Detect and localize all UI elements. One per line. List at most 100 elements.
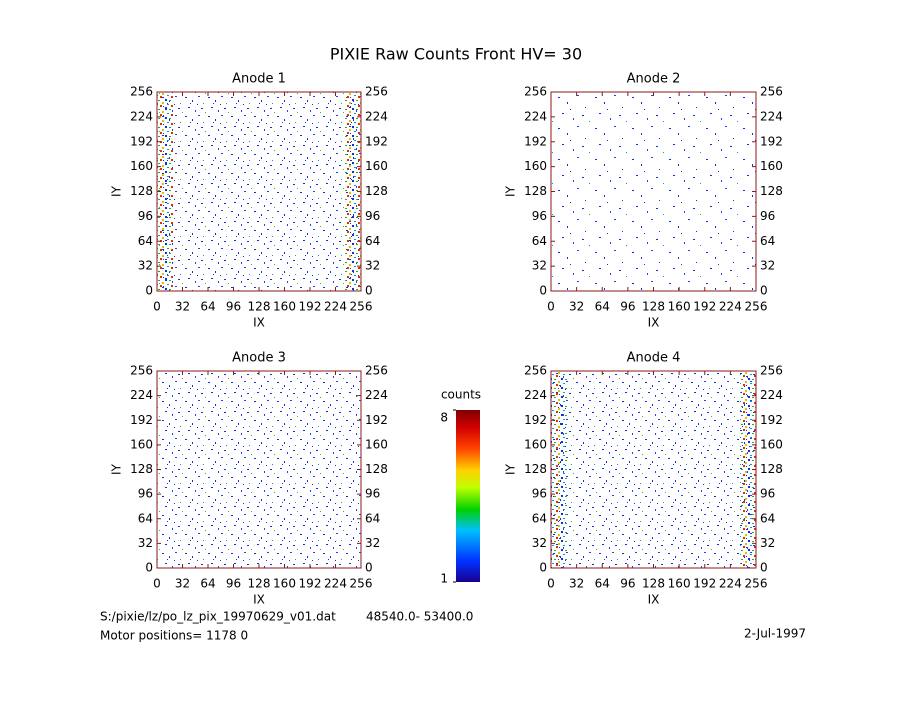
x-tick-label: 192 <box>693 577 716 591</box>
y-tick-label: 64 <box>532 511 547 525</box>
y-tick-label: 64 <box>532 234 547 248</box>
x-tick-label: 128 <box>248 577 271 591</box>
x-tick-label: 224 <box>719 577 742 591</box>
y-tick-label-right: 64 <box>760 234 775 248</box>
footer-file: S:/pixie/lz/po_lz_pix_19970629_v01.dat <box>100 610 336 624</box>
y-tick-label-right: 96 <box>760 487 775 501</box>
x-tick-label: 0 <box>153 300 161 314</box>
y-tick-label-right: 128 <box>365 462 388 476</box>
x-tick-label: 128 <box>642 300 665 314</box>
x-tick-label: 224 <box>324 300 347 314</box>
y-axis-label: IY <box>504 185 518 197</box>
y-tick-label: 0 <box>145 561 153 575</box>
y-axis-label: IY <box>504 463 518 475</box>
y-tick-label-right: 192 <box>365 134 388 148</box>
y-tick-label-right: 128 <box>365 184 388 198</box>
y-tick-label-right: 32 <box>365 536 380 550</box>
x-tick-label: 64 <box>200 577 215 591</box>
y-tick-label-right: 224 <box>760 109 783 123</box>
y-tick-label-right: 160 <box>760 437 783 451</box>
x-tick-label: 64 <box>595 577 610 591</box>
y-tick-label-right: 32 <box>365 259 380 273</box>
x-tick-label: 192 <box>693 300 716 314</box>
y-tick-label: 64 <box>138 511 153 525</box>
y-tick-label: 128 <box>524 462 547 476</box>
x-tick-label: 0 <box>153 577 161 591</box>
x-tick-label: 224 <box>719 300 742 314</box>
colorbar-tick-label: 8 <box>440 411 448 425</box>
y-tick-label: 256 <box>524 364 547 378</box>
y-tick-label: 96 <box>532 209 547 223</box>
y-tick-label: 256 <box>130 85 153 99</box>
colorbar-label: counts <box>441 388 481 402</box>
x-tick-label: 160 <box>668 577 691 591</box>
x-tick-label: 96 <box>620 577 635 591</box>
y-tick-label: 0 <box>539 284 547 298</box>
y-tick-label-right: 160 <box>365 437 388 451</box>
y-tick-label: 32 <box>532 536 547 550</box>
colorbar-tick-label: 1 <box>440 572 448 586</box>
y-tick-label: 96 <box>138 209 153 223</box>
x-tick-label: 96 <box>226 577 241 591</box>
y-tick-label-right: 0 <box>760 284 768 298</box>
y-tick-label: 256 <box>130 364 153 378</box>
footer-date: 2-Jul-1997 <box>744 627 806 641</box>
y-tick-label-right: 128 <box>760 184 783 198</box>
y-tick-label-right: 64 <box>760 511 775 525</box>
y-tick-label: 32 <box>138 536 153 550</box>
x-tick-label: 64 <box>595 300 610 314</box>
y-tick-label: 0 <box>145 284 153 298</box>
y-tick-label-right: 192 <box>365 413 388 427</box>
x-tick-label: 32 <box>569 300 584 314</box>
y-tick-label: 128 <box>130 184 153 198</box>
y-tick-label: 224 <box>130 109 153 123</box>
footer-range: 48540.0- 53400.0 <box>366 610 473 624</box>
y-tick-label-right: 0 <box>365 561 373 575</box>
y-tick-label: 192 <box>130 134 153 148</box>
x-tick-label: 256 <box>350 577 373 591</box>
x-axis-label: IX <box>648 316 660 330</box>
y-tick-label-right: 160 <box>760 159 783 173</box>
x-tick-label: 128 <box>248 300 271 314</box>
y-tick-label: 128 <box>524 184 547 198</box>
y-axis-label: IY <box>110 463 124 475</box>
x-tick-label: 256 <box>745 300 768 314</box>
x-tick-label: 224 <box>324 577 347 591</box>
heatmap-texture <box>157 92 361 291</box>
y-tick-label: 0 <box>539 561 547 575</box>
panel-title: Anode 4 <box>627 351 681 366</box>
x-tick-label: 96 <box>226 300 241 314</box>
x-tick-label: 160 <box>273 300 296 314</box>
y-tick-label-right: 256 <box>365 85 388 99</box>
x-tick-label: 0 <box>547 300 555 314</box>
y-tick-label-right: 0 <box>760 561 768 575</box>
y-tick-label-right: 256 <box>760 364 783 378</box>
y-tick-label-right: 96 <box>365 209 380 223</box>
y-tick-label: 160 <box>524 437 547 451</box>
y-tick-label: 224 <box>524 109 547 123</box>
y-tick-label: 96 <box>138 487 153 501</box>
y-tick-label-right: 32 <box>760 536 775 550</box>
panel-title: Anode 1 <box>232 72 286 87</box>
x-tick-label: 160 <box>273 577 296 591</box>
y-tick-label-right: 224 <box>365 388 388 402</box>
y-tick-label: 224 <box>130 388 153 402</box>
heatmap-texture <box>551 371 756 568</box>
x-tick-label: 32 <box>175 577 190 591</box>
y-tick-label-right: 64 <box>365 511 380 525</box>
y-tick-label: 160 <box>130 437 153 451</box>
panel-title: Anode 2 <box>627 72 681 87</box>
x-axis-label: IX <box>253 316 265 330</box>
y-tick-label: 32 <box>532 259 547 273</box>
y-tick-label: 128 <box>130 462 153 476</box>
main-title: PIXIE Raw Counts Front HV= 30 <box>330 45 582 64</box>
y-tick-label-right: 96 <box>365 487 380 501</box>
y-tick-label-right: 224 <box>365 109 388 123</box>
x-tick-label: 32 <box>175 300 190 314</box>
y-tick-label: 32 <box>138 259 153 273</box>
y-tick-label: 192 <box>130 413 153 427</box>
colorbar <box>456 410 480 582</box>
x-tick-label: 0 <box>547 577 555 591</box>
y-tick-label: 192 <box>524 413 547 427</box>
